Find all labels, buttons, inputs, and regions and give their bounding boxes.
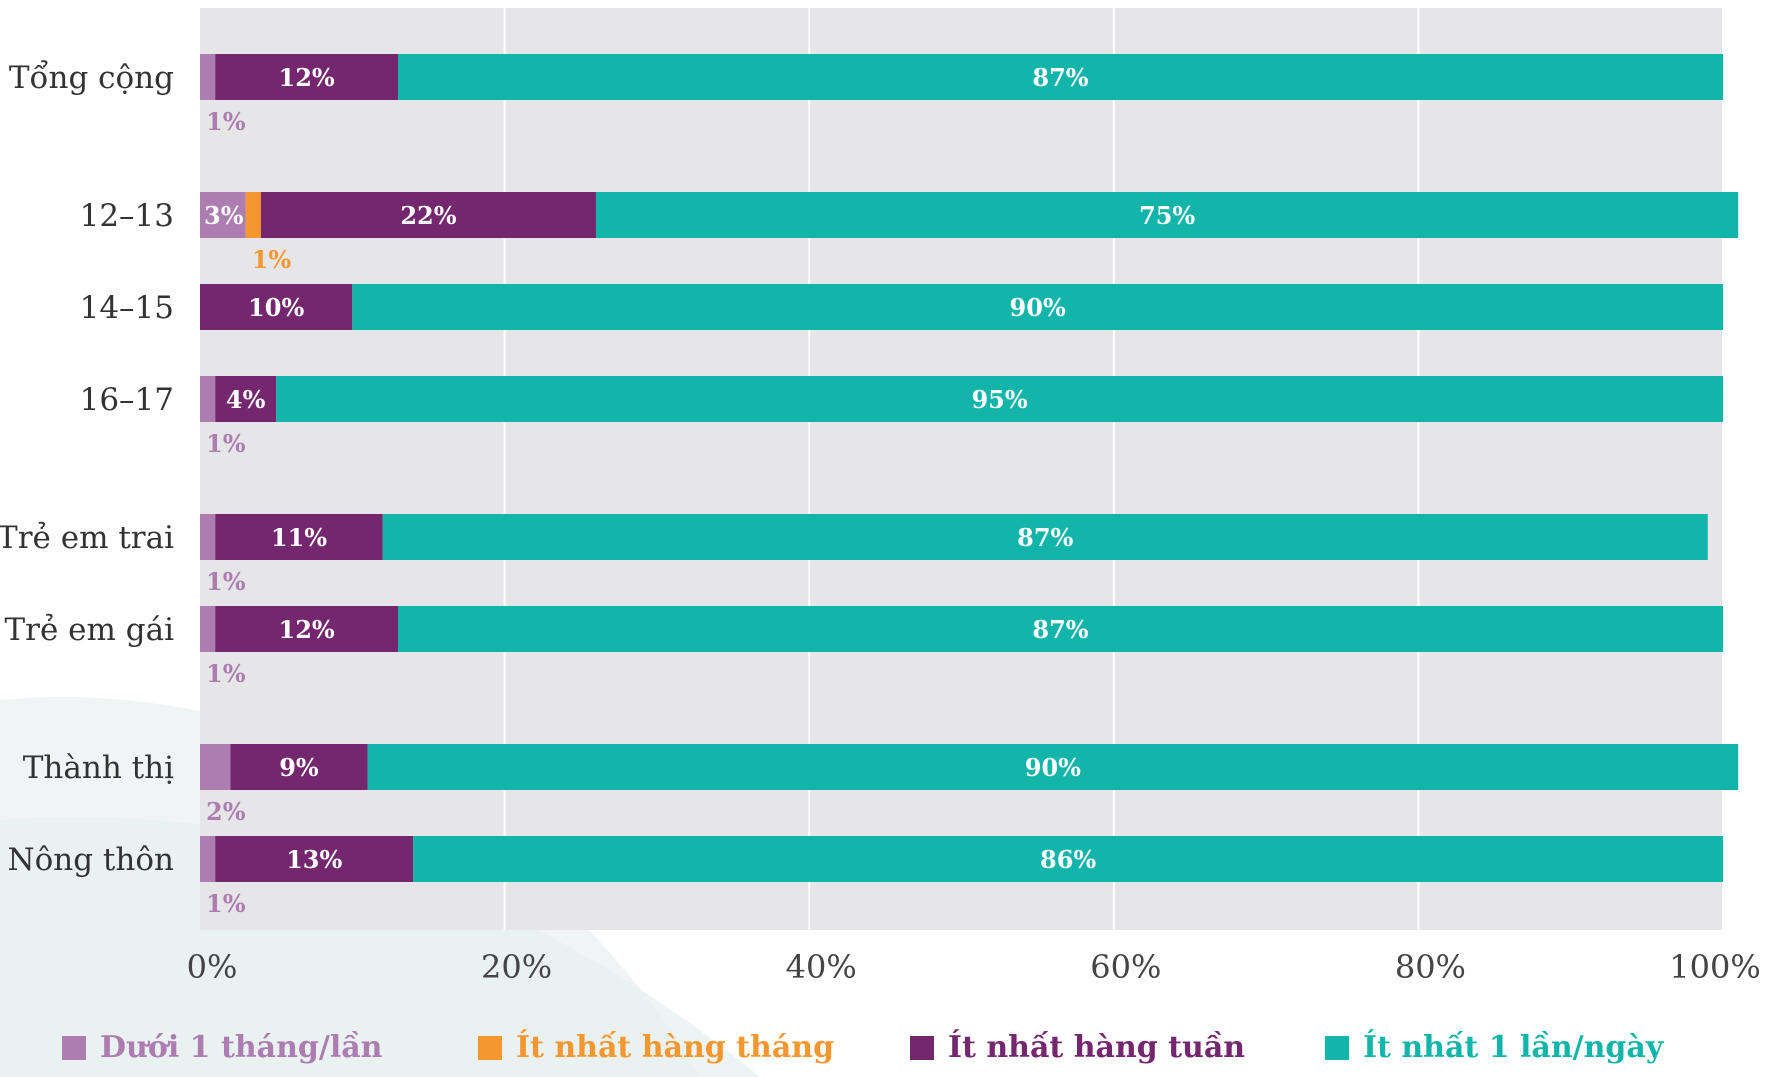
bar-segment bbox=[215, 836, 414, 882]
data-label: 3% bbox=[204, 201, 244, 230]
legend-item: Ít nhất hàng tháng bbox=[478, 1030, 834, 1065]
data-label: 95% bbox=[971, 385, 1027, 414]
data-label: 1% bbox=[206, 429, 246, 458]
legend-swatch bbox=[1325, 1035, 1349, 1060]
data-label: 1% bbox=[206, 889, 246, 918]
data-label: 87% bbox=[1032, 63, 1088, 92]
data-label: 1% bbox=[206, 567, 246, 596]
bar-segment bbox=[200, 606, 216, 652]
data-label: 1% bbox=[206, 659, 246, 688]
bar-segment bbox=[595, 192, 1739, 238]
bar-segment bbox=[200, 514, 216, 560]
data-label: 22% bbox=[400, 201, 456, 230]
bar-segment bbox=[397, 606, 1723, 652]
bar-segment bbox=[215, 376, 277, 422]
legend-item: Ít nhất 1 lần/ngày bbox=[1325, 1030, 1663, 1065]
legend-label: Ít nhất hàng tháng bbox=[516, 1030, 835, 1065]
legend: Dưới 1 tháng/lần Ít nhất hàng tháng Ít nhấ… bbox=[0, 1030, 1791, 1074]
bar-segment bbox=[215, 514, 383, 560]
data-label: 11% bbox=[271, 523, 327, 552]
legend-swatch bbox=[478, 1035, 502, 1060]
category-label: 12–13 bbox=[80, 198, 174, 234]
bar-segment bbox=[413, 836, 1724, 882]
data-label: 90% bbox=[1010, 293, 1066, 322]
data-label: 1% bbox=[252, 245, 292, 274]
bar-segment bbox=[367, 744, 1739, 790]
x-axis-ticks: 0% 20% 40% 60% 80% 100% bbox=[187, 948, 1761, 986]
bar-segment bbox=[200, 836, 216, 882]
bar-segment bbox=[276, 376, 1723, 422]
bar-segment bbox=[397, 54, 1723, 100]
legend-label: Dưới 1 tháng/lần bbox=[100, 1030, 383, 1065]
legend-swatch bbox=[62, 1035, 86, 1060]
data-label: 12% bbox=[279, 615, 335, 644]
data-label: 75% bbox=[1139, 201, 1195, 230]
bar-segment bbox=[200, 192, 246, 238]
x-tick-label: 0% bbox=[187, 948, 238, 986]
data-label: 9% bbox=[279, 753, 319, 782]
plot-area bbox=[200, 8, 1723, 930]
category-label: 16–17 bbox=[80, 382, 174, 418]
data-label: 1% bbox=[206, 107, 246, 136]
data-label: 12% bbox=[279, 63, 335, 92]
bar-segment bbox=[215, 54, 398, 100]
data-label: 87% bbox=[1032, 615, 1088, 644]
bar-segment bbox=[352, 284, 1723, 330]
bar-segment bbox=[200, 376, 216, 422]
category-label: Trẻ em trai bbox=[0, 520, 174, 556]
data-label: 86% bbox=[1040, 845, 1096, 874]
category-labels: Tổng cộng 12–13 14–15 16–17 Trẻ em trai Trẻ e… bbox=[0, 59, 174, 878]
category-label: Thành thị bbox=[23, 750, 174, 786]
data-label: 87% bbox=[1017, 523, 1073, 552]
bar-segment bbox=[200, 284, 353, 330]
category-label: Tổng cộng bbox=[9, 59, 174, 96]
category-label: Nông thôn bbox=[7, 842, 174, 878]
legend-label: Ít nhất 1 lần/ngày bbox=[1363, 1030, 1664, 1065]
legend-item: Ít nhất hàng tuần bbox=[910, 1030, 1245, 1065]
data-label: 13% bbox=[286, 845, 342, 874]
x-tick-label: 60% bbox=[1090, 948, 1161, 986]
bar-segment bbox=[200, 744, 231, 790]
legend-swatch bbox=[910, 1035, 934, 1060]
bar-segment bbox=[200, 54, 216, 100]
bar-segment bbox=[382, 514, 1708, 560]
data-label: 4% bbox=[226, 385, 266, 414]
bar-segment bbox=[230, 744, 368, 790]
legend-label: Ít nhất hàng tuần bbox=[948, 1030, 1246, 1065]
bar-segment bbox=[215, 606, 398, 652]
bar-segment bbox=[245, 192, 261, 238]
x-tick-label: 80% bbox=[1395, 948, 1466, 986]
bars: 1% 12% 87% 3% 1% 22% 75% 10% 90% 1% 4% 95% 1% 11% 87% 1… bbox=[200, 54, 1739, 918]
category-label: 14–15 bbox=[80, 290, 174, 326]
category-label: Trẻ em gái bbox=[4, 612, 174, 648]
x-tick-label: 100% bbox=[1669, 948, 1760, 986]
x-tick-label: 20% bbox=[481, 948, 552, 986]
bar-segment bbox=[260, 192, 596, 238]
data-label: 2% bbox=[206, 797, 246, 826]
data-label: 10% bbox=[248, 293, 304, 322]
legend-item: Dưới 1 tháng/lần bbox=[62, 1030, 383, 1065]
data-label: 90% bbox=[1025, 753, 1081, 782]
x-tick-label: 40% bbox=[786, 948, 857, 986]
